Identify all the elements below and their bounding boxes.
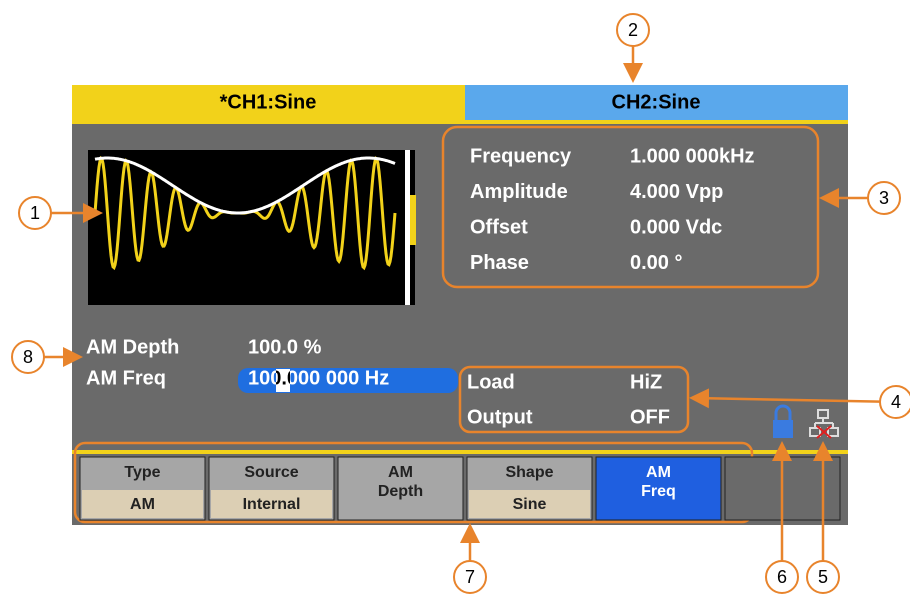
mod-value[interactable]: 100.0 % [248,336,322,358]
param-value[interactable]: 4.000 Vpp [630,181,723,203]
param-value[interactable]: 0.000 Vdc [630,216,722,238]
mod-label: AM Freq [86,367,166,389]
callout-number: 6 [777,567,787,587]
param-label: Frequency [470,145,572,167]
menu-separator [72,450,848,454]
callout-number: 2 [628,20,638,40]
tab-label[interactable]: CH2:Sine [612,91,701,113]
callout-number: 3 [879,188,889,208]
softkey-value: AM [130,496,155,513]
softkey-text: AM [388,464,413,481]
callout-number: 7 [465,567,475,587]
tab-underline [72,120,848,124]
callout-number: 1 [30,203,40,223]
softkey-text: Freq [641,483,676,500]
callout-number: 4 [891,392,901,412]
softkey-label: Type [124,464,160,481]
tab-label[interactable]: *CH1:Sine [220,91,317,113]
waveform-level [410,195,416,245]
waveform-box [88,150,415,305]
param-label: Phase [470,252,529,274]
param-value[interactable]: 0.00 ° [630,252,682,274]
param-label: Amplitude [470,181,568,203]
softkey-text: Depth [378,483,423,500]
softkey-label: Shape [505,464,553,481]
output-value: OFF [630,406,670,428]
softkey-label: Source [244,464,298,481]
output-value: HiZ [630,371,662,393]
output-label: Output [467,406,533,428]
mod-label: AM Depth [86,336,179,358]
param-label: Offset [470,216,528,238]
mod-value[interactable]: 100.000 000 Hz [248,367,389,389]
softkey-value: Internal [243,496,301,513]
output-label: Load [467,371,515,393]
callout-number: 5 [818,567,828,587]
screenshot: *CH1:Sine CH2:Sine Frequency 1.000 000kHz Am… [0,0,910,594]
waveform-bar [405,150,410,305]
softkey-text: AM [646,464,671,481]
callout-number: 8 [23,347,33,367]
param-value[interactable]: 1.000 000kHz [630,145,755,167]
softkey-value: Sine [513,496,547,513]
